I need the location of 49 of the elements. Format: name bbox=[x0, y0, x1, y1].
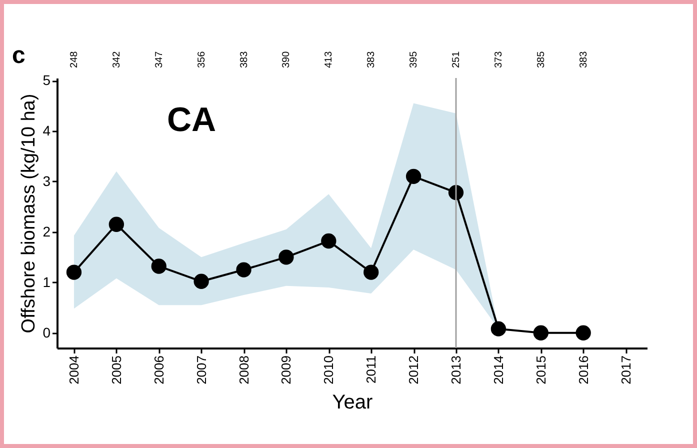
text: 347 bbox=[154, 50, 165, 68]
x-tick-label: 2007 bbox=[194, 356, 209, 384]
point bbox=[108, 216, 124, 232]
annotation: CA bbox=[167, 101, 216, 139]
text: 373 bbox=[493, 50, 504, 68]
text: 383 bbox=[578, 50, 590, 68]
point bbox=[576, 325, 591, 340]
point bbox=[533, 325, 548, 340]
y-tick-label: 2 bbox=[42, 223, 51, 240]
text: 383 bbox=[366, 50, 378, 68]
text: 413 bbox=[324, 50, 335, 68]
point bbox=[194, 274, 209, 289]
point bbox=[278, 250, 294, 265]
y-tick-label: 5 bbox=[42, 72, 51, 88]
y-tick-label: 1 bbox=[42, 274, 51, 290]
point bbox=[236, 262, 252, 278]
point bbox=[321, 233, 336, 249]
x-tick-label: 2008 bbox=[236, 356, 252, 384]
text: 342 bbox=[111, 50, 122, 68]
y-tick-label: 4 bbox=[42, 122, 51, 138]
x-tick-label: 2009 bbox=[278, 356, 294, 384]
text: 385 bbox=[536, 50, 547, 68]
point bbox=[151, 258, 166, 274]
x-tick-label: 2012 bbox=[406, 356, 422, 384]
text: 395 bbox=[408, 50, 420, 68]
x-tick-label: 2016 bbox=[576, 356, 591, 384]
x-tick-label: 2014 bbox=[490, 356, 506, 384]
x-tick-label: 2006 bbox=[151, 356, 166, 384]
text: 356 bbox=[196, 50, 208, 68]
x-tick-label: 2011 bbox=[364, 356, 379, 384]
point bbox=[406, 168, 422, 184]
x-tick-label: 2004 bbox=[66, 356, 82, 384]
point bbox=[66, 264, 82, 280]
x-tick-label: 2015 bbox=[533, 356, 548, 384]
x-axis-title: Year bbox=[332, 391, 374, 414]
y-tick-label: 3 bbox=[42, 172, 51, 189]
point bbox=[490, 321, 506, 336]
text: 390 bbox=[281, 50, 292, 68]
y-axis-title: Offshore biomass (kg/10 ha) bbox=[18, 94, 40, 334]
text: 248 bbox=[68, 50, 80, 68]
x-tick-label: 2005 bbox=[108, 356, 124, 384]
y-tick-label: 0 bbox=[42, 324, 51, 340]
x-tick-label: 2017 bbox=[618, 356, 634, 384]
point bbox=[364, 264, 379, 280]
text: c bbox=[12, 42, 26, 69]
text: 251 bbox=[450, 50, 462, 68]
x-tick-label: 2013 bbox=[448, 356, 464, 384]
text: 383 bbox=[238, 50, 250, 68]
x-tick-label: 2010 bbox=[321, 356, 336, 384]
